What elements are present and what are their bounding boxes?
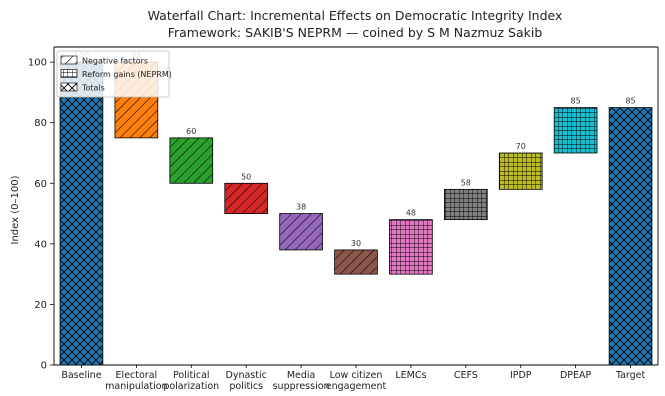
x-tick-label: LEMCs [395, 370, 426, 381]
plot-area: 020406080100100Baseline75Electoralmanipu… [28, 46, 659, 392]
legend-swatch [60, 55, 78, 65]
bar-4 [279, 213, 323, 251]
x-tick-label: Low citizen [330, 370, 383, 381]
data-label: 85 [571, 97, 581, 106]
data-label: 50 [241, 172, 251, 181]
y-axis-label: Index (0–100) [10, 175, 21, 244]
legend-label: Reform gains (NEPRM) [82, 70, 172, 79]
x-tick-label: Baseline [61, 370, 101, 381]
bar-5 [334, 249, 378, 275]
chart-subtitle: Framework: SAKIB'S NEPRM — coined by S M… [168, 25, 543, 40]
x-tick-label: DPEAP [560, 370, 592, 381]
data-label: 30 [351, 239, 361, 248]
legend-swatch [60, 82, 78, 92]
x-tick-label: CEFS [454, 370, 478, 381]
x-tick-label: manipulation [105, 381, 167, 392]
x-tick-label: Target [615, 370, 646, 381]
x-tick-label: IPDP [510, 370, 532, 381]
x-tick-label: Political [173, 370, 210, 381]
data-label: 58 [461, 178, 471, 187]
legend: Negative factors Reform gains (NEPRM) Tota… [56, 50, 172, 98]
legend-box [56, 50, 170, 98]
bar-0 [59, 61, 104, 366]
legend-label: Totals [81, 84, 105, 93]
bar-9 [553, 107, 598, 154]
y-tick-label: 0 [41, 361, 47, 372]
y-tick-label: 40 [34, 239, 47, 250]
x-tick-label: engagement [326, 381, 387, 392]
x-tick-label: Media [287, 370, 316, 381]
bar-7 [444, 188, 488, 221]
y-tick-label: 20 [34, 300, 47, 311]
data-label: 60 [186, 127, 196, 136]
x-tick-label: Electoral [116, 370, 158, 381]
bar-2 [169, 137, 214, 184]
y-tick-label: 60 [34, 179, 47, 190]
y-tick-label: 100 [28, 58, 47, 69]
y-tick-label: 80 [34, 118, 47, 129]
data-label: 48 [406, 209, 416, 218]
bar-8 [498, 152, 543, 190]
data-label: 38 [296, 203, 306, 212]
x-tick-label: politics [229, 381, 263, 392]
bar-3 [224, 182, 268, 214]
bar-10 [608, 107, 653, 366]
legend-label: Negative factors [82, 57, 148, 66]
chart-title: Waterfall Chart: Incremental Effects on … [148, 8, 563, 23]
x-tick-label: suppression [273, 381, 330, 392]
bar-6 [389, 219, 433, 275]
legend-swatch [60, 69, 78, 78]
data-label: 85 [625, 97, 635, 106]
data-label: 70 [516, 142, 526, 151]
x-tick-label: polarization [163, 381, 219, 392]
x-tick-label: Dynastic [226, 370, 267, 381]
